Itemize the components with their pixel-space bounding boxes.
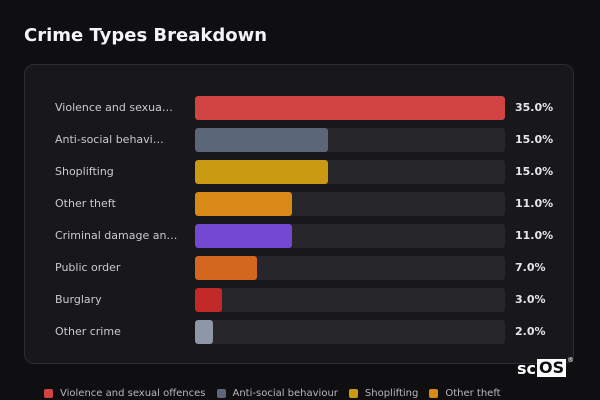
- legend-swatch: [44, 388, 53, 398]
- bar-track: [195, 224, 505, 248]
- legend-label: Violence and sexual offences: [60, 387, 206, 399]
- category-label: Anti-social behavi…: [55, 133, 164, 146]
- bar-track: [195, 96, 505, 120]
- legend-swatch: [348, 388, 358, 398]
- category-label: Public order: [55, 261, 121, 274]
- bar: [195, 160, 328, 184]
- bar: [195, 96, 505, 120]
- bar: [195, 224, 292, 248]
- bar-track: [195, 128, 505, 152]
- bar-track: [195, 288, 505, 312]
- legend-swatch: [216, 388, 226, 398]
- category-label: Violence and sexua…: [55, 101, 173, 114]
- legend-label: Shoplifting: [364, 387, 419, 399]
- bar: [195, 288, 222, 312]
- legend-item: Anti-social behaviour: [216, 386, 338, 400]
- bar: [195, 128, 328, 152]
- legend-swatch: [429, 388, 439, 398]
- legend-item: Other theft: [429, 386, 501, 400]
- value-label: 35.0%: [515, 101, 554, 114]
- category-label: Other theft: [55, 197, 116, 210]
- bar-row: Public order 7.0%: [25, 256, 573, 280]
- bar-track: [195, 160, 505, 184]
- value-label: 11.0%: [515, 229, 554, 242]
- category-label: Other crime: [55, 325, 121, 338]
- category-label: Shoplifting: [55, 165, 114, 178]
- chart-legend: Violence and sexual offences Anti-social …: [44, 386, 512, 400]
- legend-item: Violence and sexual offences: [44, 386, 206, 400]
- bar: [195, 192, 292, 216]
- chart-title: Crime Types Breakdown: [24, 25, 268, 46]
- scos-logo: sc OS ®: [517, 356, 575, 378]
- logo-boxed: OS: [537, 358, 567, 377]
- value-label: 15.0%: [515, 165, 554, 178]
- bar-row: Anti-social behavi… 15.0%: [25, 128, 573, 152]
- value-label: 7.0%: [515, 261, 546, 274]
- category-label: Burglary: [55, 293, 102, 306]
- bar-track: [195, 192, 505, 216]
- bar-row: Burglary 3.0%: [25, 288, 573, 312]
- logo-prefix: sc: [517, 358, 537, 378]
- value-label: 11.0%: [515, 197, 554, 210]
- value-label: 15.0%: [515, 133, 554, 146]
- bar-row: Criminal damage an… 11.0%: [25, 224, 573, 248]
- bar: [195, 320, 213, 344]
- bar-row: Violence and sexua… 35.0%: [25, 96, 573, 120]
- bar-track: [195, 320, 505, 344]
- bar-row: Other crime 2.0%: [25, 320, 573, 344]
- bar-track: [195, 256, 505, 280]
- bar-row: Other theft 11.0%: [25, 192, 573, 216]
- legend-label: Other theft: [445, 387, 501, 399]
- legend-label: Anti-social behaviour: [232, 387, 338, 399]
- chart-panel: Violence and sexua… 35.0% Anti-social beha…: [24, 64, 574, 364]
- category-label: Criminal damage an…: [55, 229, 178, 242]
- bar-row: Shoplifting 15.0%: [25, 160, 573, 184]
- value-label: 2.0%: [515, 325, 546, 338]
- bar: [195, 256, 257, 280]
- legend-item: Shoplifting: [348, 386, 419, 400]
- registered-mark: ®: [567, 356, 575, 364]
- value-label: 3.0%: [515, 293, 546, 306]
